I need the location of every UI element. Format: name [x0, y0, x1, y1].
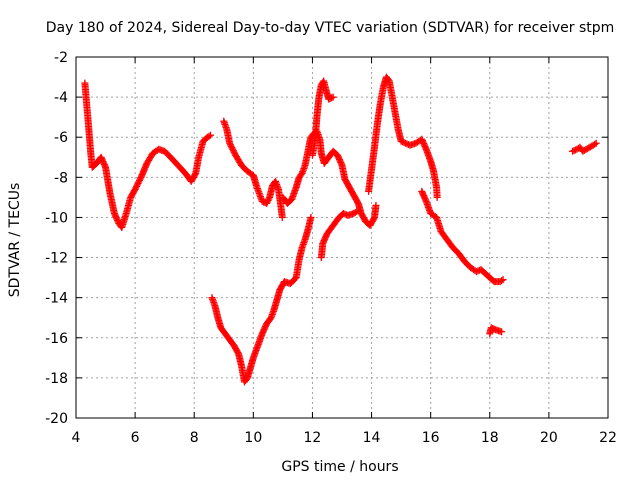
data-point: [228, 144, 236, 152]
x-tick-label: 18: [481, 430, 499, 446]
data-point: [206, 131, 214, 139]
x-tick-label: 10: [244, 430, 262, 446]
data-point: [205, 132, 213, 140]
y-tick-label: -2: [54, 50, 68, 66]
y-tick-label: -16: [45, 331, 68, 347]
y-tick-label: -20: [45, 411, 68, 427]
data-point: [229, 145, 237, 153]
data-point: [226, 139, 234, 147]
data-point: [329, 93, 337, 101]
data-point: [498, 277, 506, 285]
y-axis-label: SDTVAR / TECUs: [7, 183, 23, 298]
data-point: [229, 147, 237, 155]
data-point: [227, 142, 235, 150]
data-point: [133, 181, 141, 189]
data-point: [134, 179, 142, 187]
y-tick-label: -14: [45, 291, 68, 307]
data-point: [133, 182, 141, 190]
x-tick-label: 12: [304, 430, 322, 446]
data-point: [265, 195, 273, 203]
x-tick-label: 6: [131, 430, 140, 446]
y-tick-label: -4: [54, 90, 68, 106]
data-point: [132, 184, 140, 192]
data-point: [226, 141, 234, 149]
data-point: [136, 176, 144, 184]
grid-layer: [76, 57, 608, 418]
data-point: [498, 328, 506, 336]
x-tick-label: 4: [72, 430, 81, 446]
data-points: [81, 73, 600, 386]
data-point: [131, 185, 139, 193]
x-tick-label: 20: [540, 430, 558, 446]
data-point: [230, 148, 238, 156]
tick-layer: 4 6 8 10 12 14 16 18 20 22 -20 -18 -16 -14 -12 -10 -8 -6 -…: [45, 50, 617, 446]
data-point: [372, 201, 380, 209]
x-axis-label: GPS time / hours: [281, 459, 398, 475]
data-point: [591, 140, 599, 148]
y-tick-label: -18: [45, 371, 68, 387]
x-tick-label: 16: [422, 430, 440, 446]
data-point: [433, 193, 441, 201]
data-point: [278, 213, 286, 221]
chart-title: Day 180 of 2024, Sidereal Day-to-day VTE…: [46, 20, 615, 36]
data-point: [592, 139, 600, 147]
y-tick-label: -10: [45, 210, 68, 226]
data-point: [135, 178, 143, 186]
data-point: [353, 207, 361, 215]
data-point: [263, 199, 271, 207]
plot-frame: [75, 56, 609, 419]
y-tick-label: -8: [54, 170, 68, 186]
x-tick-label: 14: [363, 430, 381, 446]
y-tick-label: -12: [45, 251, 68, 267]
data-point: [264, 196, 272, 204]
data-point: [499, 276, 507, 284]
x-tick-label: 22: [599, 430, 617, 446]
x-tick-label: 8: [190, 430, 199, 446]
y-tick-label: -6: [54, 130, 68, 146]
data-point: [328, 94, 336, 102]
data-point: [307, 213, 315, 221]
data-point: [263, 198, 271, 206]
data-point: [351, 208, 359, 216]
